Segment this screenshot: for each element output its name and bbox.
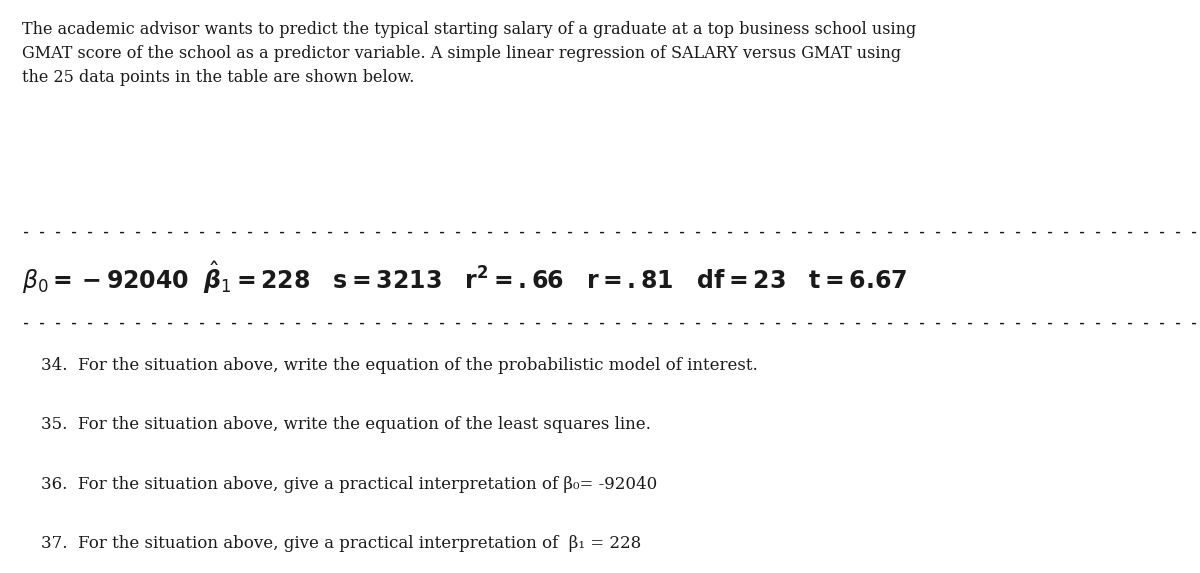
Text: 34.  For the situation above, write the equation of the probabilistic model of i: 34. For the situation above, write the e… bbox=[41, 357, 757, 374]
Text: The academic advisor wants to predict the typical starting salary of a graduate : The academic advisor wants to predict th… bbox=[23, 21, 917, 87]
Text: - - - - - - - - - - - - - - - - - - - - - - - - - - - - - - - - - - - - - - - - : - - - - - - - - - - - - - - - - - - - - … bbox=[23, 226, 1200, 240]
Text: $\boldsymbol{\beta_0}$$\mathbf{ = -92040}$  $\hat{\boldsymbol{\beta}}_1$$\mathbf: $\boldsymbol{\beta_0}$$\mathbf{ = -92040… bbox=[23, 260, 907, 296]
Text: 35.  For the situation above, write the equation of the least squares line.: 35. For the situation above, write the e… bbox=[41, 417, 650, 433]
Text: 37.  For the situation above, give a practical interpretation of  β₁ = 228: 37. For the situation above, give a prac… bbox=[41, 535, 641, 552]
Text: 36.  For the situation above, give a practical interpretation of β₀= -92040: 36. For the situation above, give a prac… bbox=[41, 476, 656, 493]
Text: - - - - - - - - - - - - - - - - - - - - - - - - - - - - - - - - - - - - - - - - : - - - - - - - - - - - - - - - - - - - - … bbox=[23, 317, 1200, 329]
